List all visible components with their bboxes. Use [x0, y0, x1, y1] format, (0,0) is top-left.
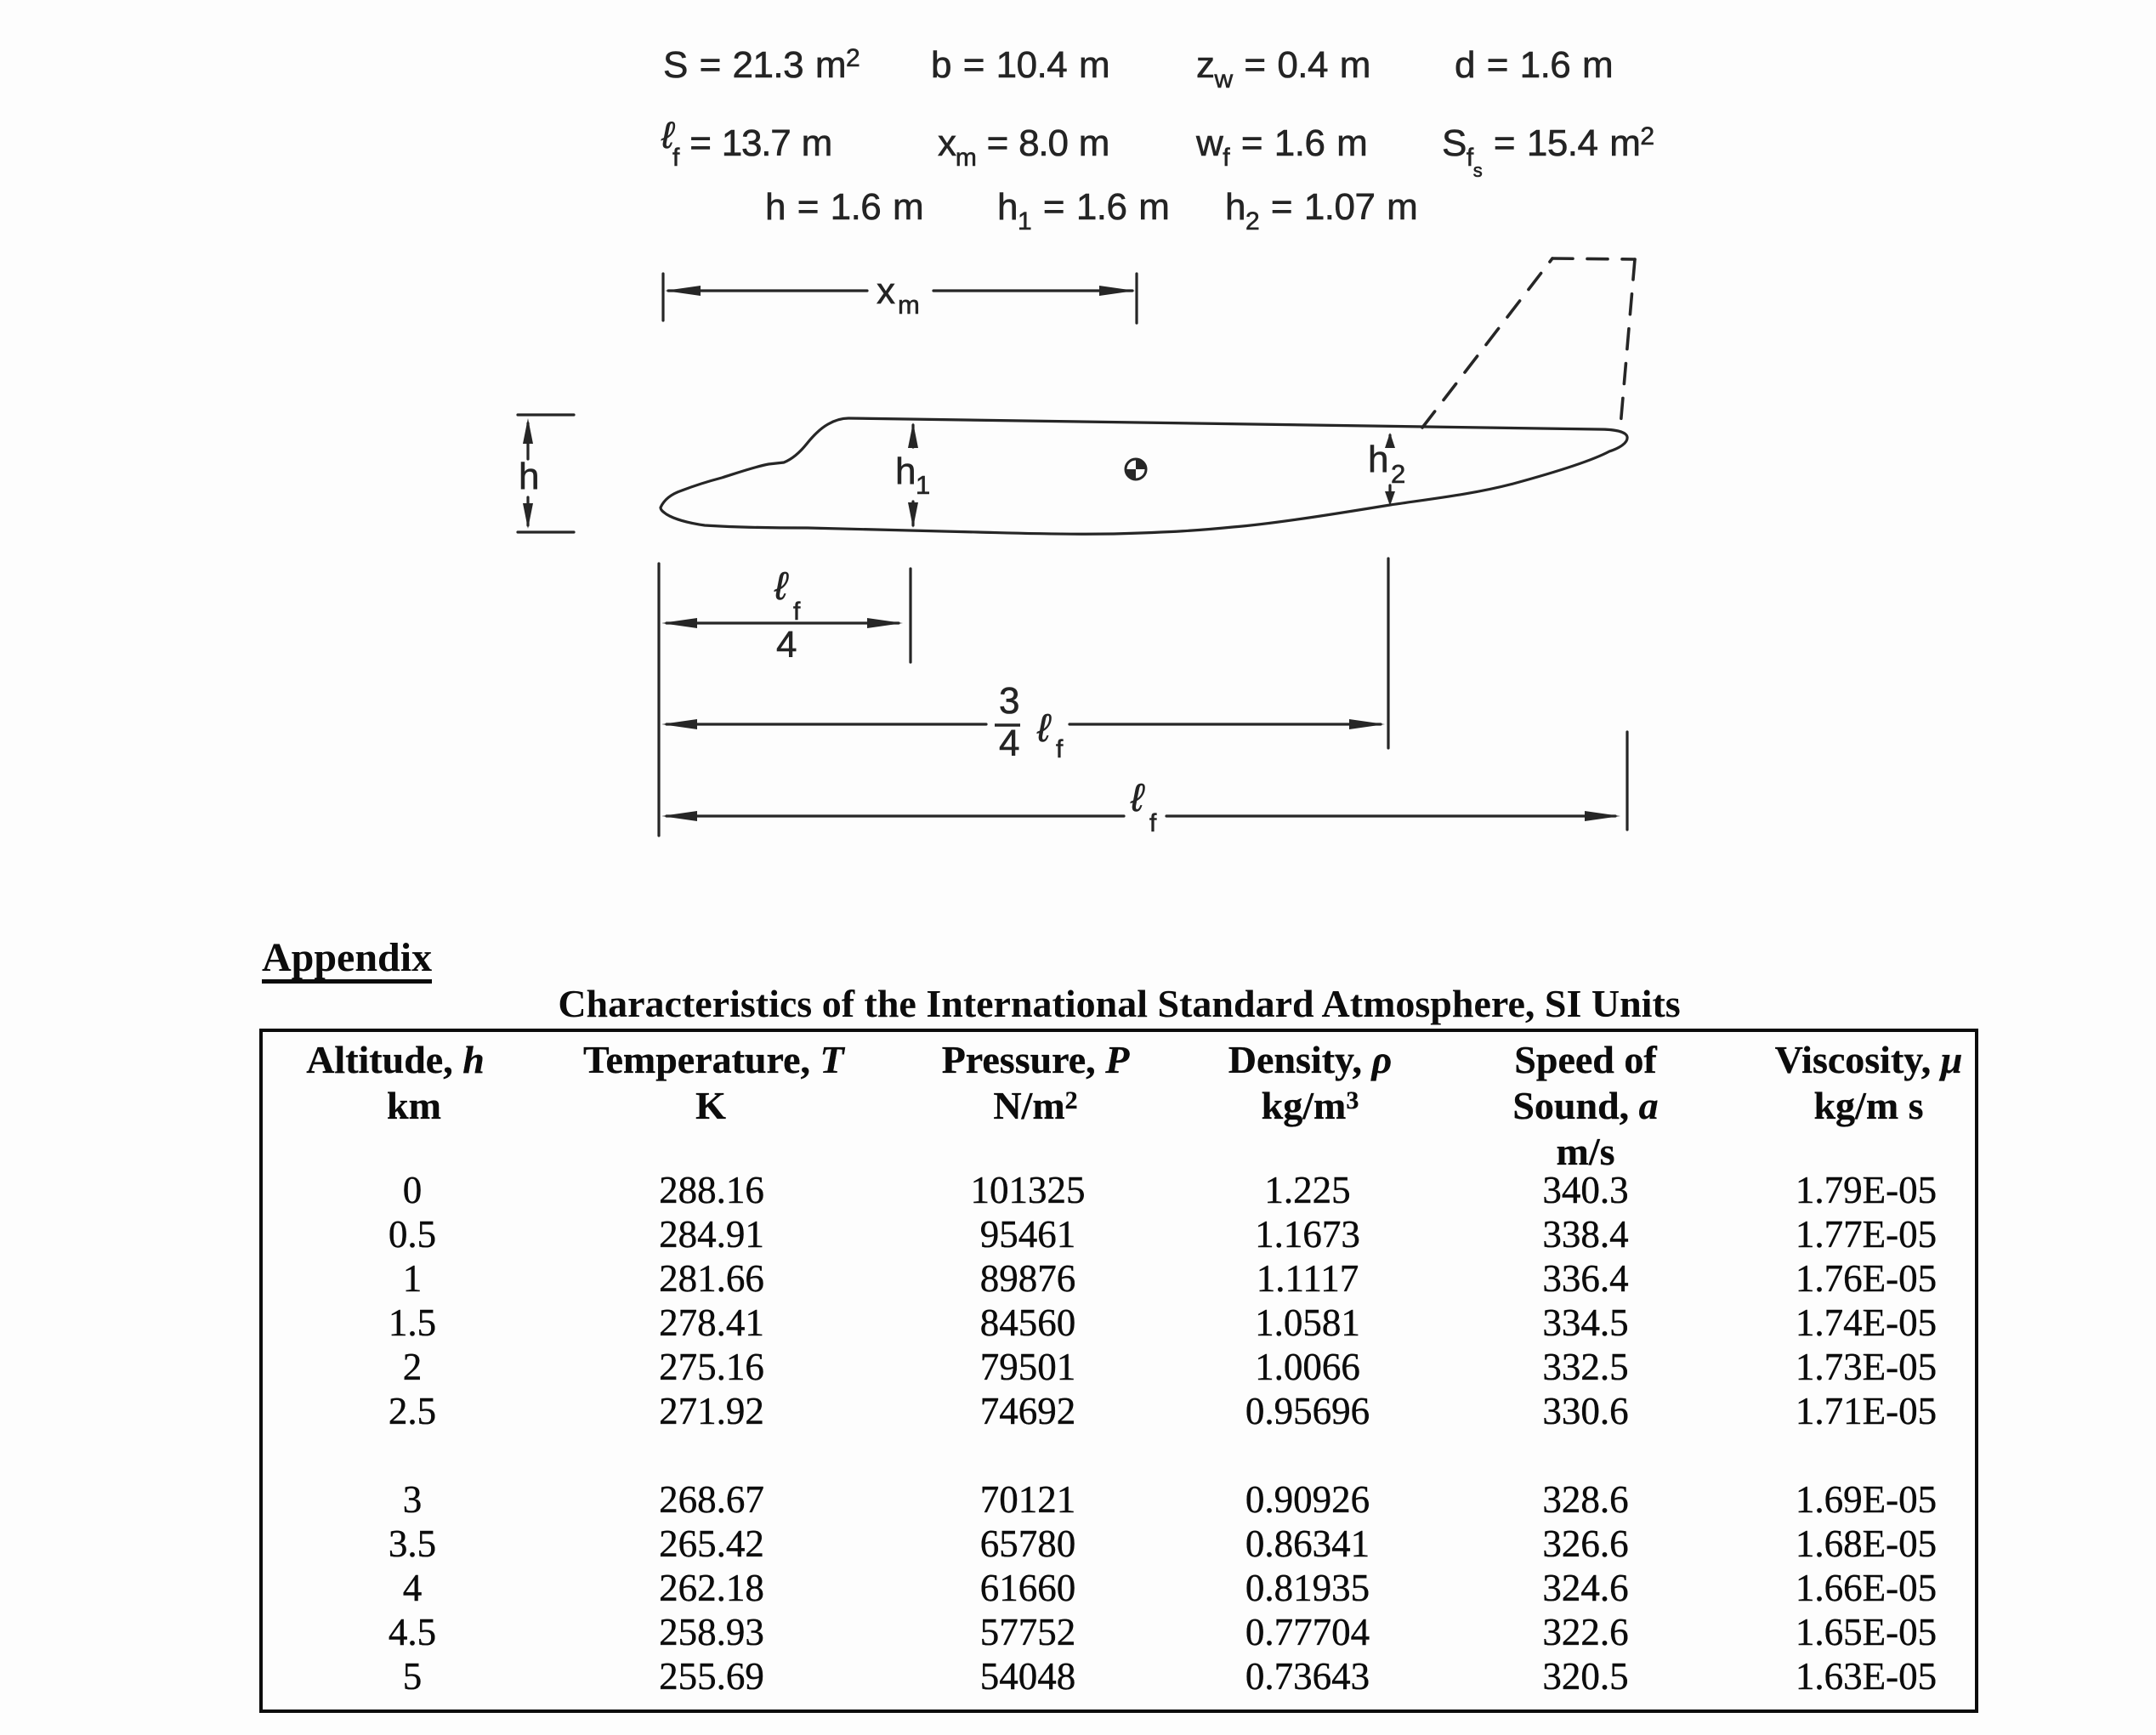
svg-text:1: 1 [916, 470, 930, 500]
svg-text:f: f [1056, 735, 1064, 763]
svg-text:2: 2 [1391, 459, 1405, 489]
svg-text:h: h [519, 456, 539, 497]
svg-text:h: h [1368, 439, 1388, 480]
svg-text:ℓ: ℓ [1130, 775, 1145, 819]
svg-text:x: x [877, 270, 895, 312]
svg-text:ℓ: ℓ [774, 564, 789, 608]
svg-text:f: f [793, 598, 801, 626]
svg-text:4: 4 [776, 624, 797, 666]
svg-text:4: 4 [999, 723, 1019, 764]
svg-text:f: f [1149, 809, 1157, 837]
svg-text:ℓ: ℓ [1036, 706, 1052, 750]
svg-text:h: h [895, 451, 916, 492]
svg-text:3: 3 [999, 680, 1019, 722]
svg-text:m: m [898, 290, 920, 320]
